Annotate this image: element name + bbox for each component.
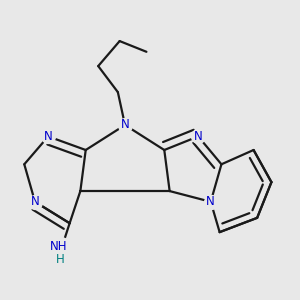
Text: H: H xyxy=(56,253,65,266)
Text: N: N xyxy=(31,195,39,208)
Text: N: N xyxy=(194,130,203,143)
Text: NH: NH xyxy=(50,240,68,253)
Text: N: N xyxy=(44,130,52,143)
Text: N: N xyxy=(206,195,215,208)
Text: N: N xyxy=(121,118,129,131)
